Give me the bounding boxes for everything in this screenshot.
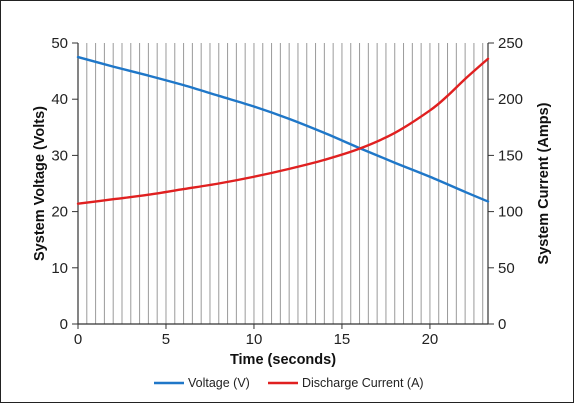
left-y-tick-label: 20 — [51, 204, 68, 221]
right-y-tick-label: 0 — [498, 316, 506, 333]
discharge-current-line — [76, 57, 490, 205]
right-y-axis-title: System Current (Amps) — [536, 102, 552, 264]
series-lines — [76, 55, 490, 205]
left-y-tick-label: 50 — [51, 35, 68, 52]
right-y-tick-label: 50 — [498, 260, 515, 277]
legend-label-voltage: Voltage (V) — [188, 376, 250, 390]
left-y-axis-title: System Voltage (Volts) — [32, 106, 48, 261]
legend: Voltage (V) Discharge Current (A) — [154, 376, 424, 390]
voltage-line — [76, 55, 490, 203]
x-tick-label: 5 — [162, 331, 170, 348]
x-tick-label: 15 — [334, 331, 351, 348]
x-tick-label: 20 — [422, 331, 439, 348]
left-y-tick-label: 10 — [51, 260, 68, 277]
axes — [77, 43, 489, 325]
vertical-grid — [86, 43, 484, 324]
left-y-tick-label: 40 — [51, 91, 68, 108]
left-y-tick-label: 0 — [60, 316, 68, 333]
x-tick-label: 0 — [74, 331, 82, 348]
right-y-tick-label: 100 — [498, 204, 523, 221]
right-y-tick-label: 250 — [498, 35, 523, 52]
x-tick-label: 10 — [246, 331, 263, 348]
right-y-tick-label: 150 — [498, 147, 523, 164]
left-y-tick-label: 30 — [51, 147, 68, 164]
x-axis-title: Time (seconds) — [230, 352, 336, 368]
right-y-tick-label: 200 — [498, 91, 523, 108]
legend-label-current: Discharge Current (A) — [302, 376, 424, 390]
